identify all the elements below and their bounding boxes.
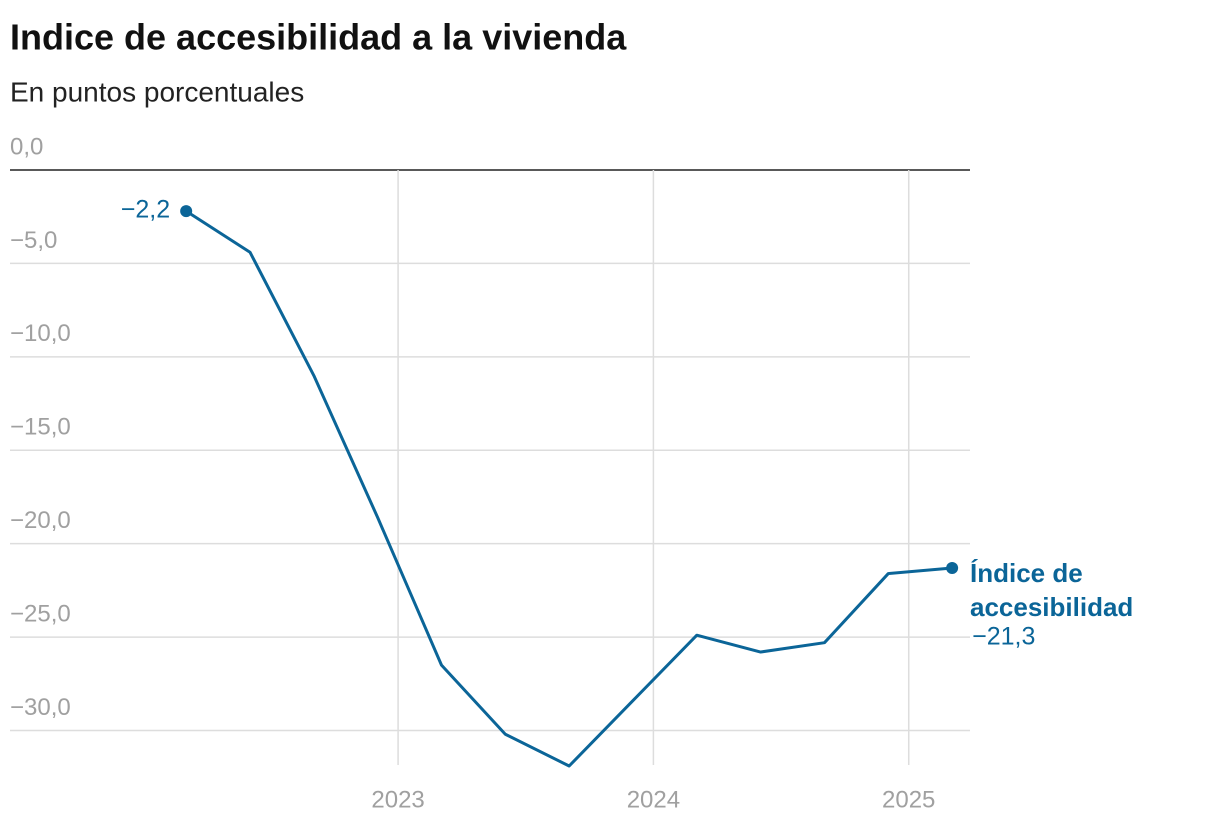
- chart-title: Indice de accesibilidad a la vivienda: [10, 17, 627, 58]
- y-tick-label: 0,0: [10, 133, 43, 160]
- data-label: −21,3: [972, 623, 1035, 651]
- x-tick-label: 2023: [371, 786, 424, 813]
- y-tick-label: −25,0: [10, 600, 71, 627]
- data-label: −2,2: [121, 196, 170, 224]
- y-tick-label: −15,0: [10, 414, 71, 441]
- y-tick-label: −5,0: [10, 227, 57, 254]
- x-tick-label: 2025: [882, 786, 935, 813]
- point: [946, 561, 959, 574]
- point: [180, 205, 193, 218]
- x-tick-label: 2024: [627, 786, 680, 813]
- series-label: Índice de accesibilidad: [970, 558, 1134, 622]
- y-tick-label: −10,0: [10, 320, 71, 347]
- line: [185, 209, 953, 768]
- y-tick-label: −30,0: [10, 694, 71, 721]
- chart-subtitle: En puntos porcentuales: [10, 76, 304, 107]
- y-tick-label: −20,0: [10, 507, 71, 534]
